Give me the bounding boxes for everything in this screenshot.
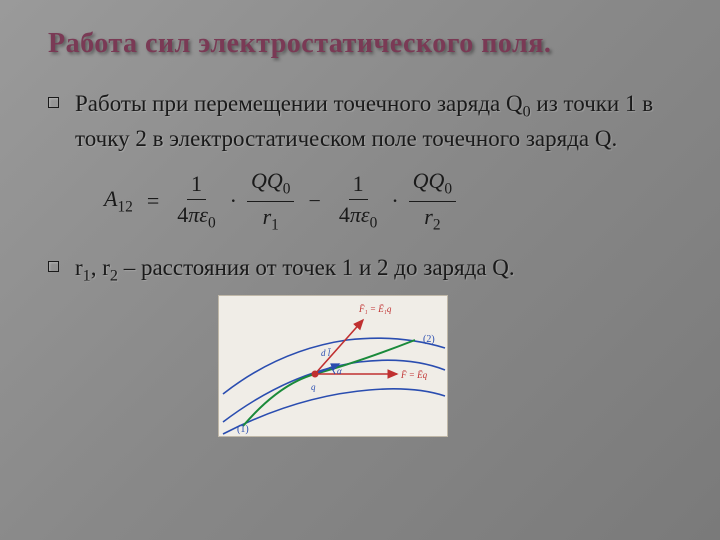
bullet-2-text: r1, r2 – расстояния от точек 1 и 2 до за… bbox=[75, 252, 515, 287]
bullet-1-text: Работы при перемещении точечного заряда … bbox=[75, 88, 672, 154]
slide-title: Работа сил электростатического поля. bbox=[48, 28, 672, 60]
bullet-marker-icon bbox=[48, 261, 59, 272]
svg-text:F̄ = Ēq: F̄ = Ēq bbox=[400, 370, 428, 380]
svg-text:d l̄: d l̄ bbox=[321, 348, 332, 358]
bullet-1: Работы при перемещении точечного заряда … bbox=[48, 88, 672, 154]
svg-text:q: q bbox=[311, 382, 316, 392]
field-diagram: F̄₁ = Ē₁q F̄ = Ēq (2) (1) d l̄ α q bbox=[218, 295, 448, 437]
svg-text:F̄₁ = Ē₁q: F̄₁ = Ē₁q bbox=[358, 304, 392, 314]
equation-a12: A12 = 1 4πε0 · QQ0 r1 − 1 4πε0 · QQ0 r2 bbox=[104, 168, 672, 234]
svg-text:(1): (1) bbox=[237, 424, 249, 435]
svg-text:α: α bbox=[337, 366, 342, 376]
bullet-marker-icon bbox=[48, 97, 59, 108]
bullet-2: r1, r2 – расстояния от точек 1 и 2 до за… bbox=[48, 252, 672, 287]
svg-text:(2): (2) bbox=[423, 334, 435, 345]
